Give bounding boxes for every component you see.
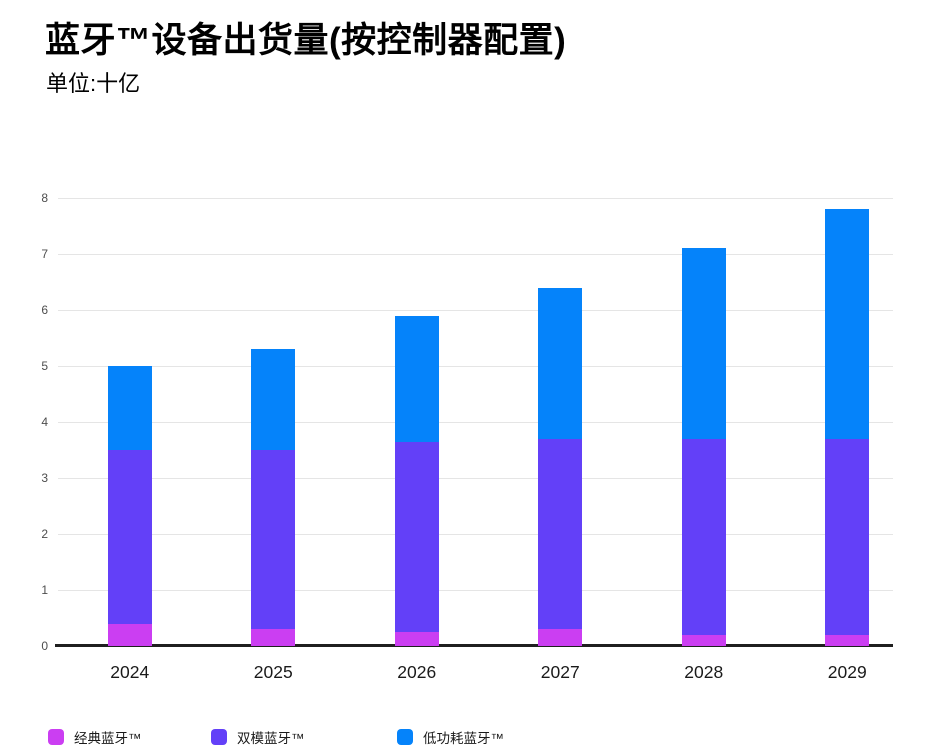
x-axis-tick-label: 2026 [397,662,437,682]
bar-2029 [825,209,870,646]
y-axis-tick-label: 4 [41,415,48,429]
chart-unit-label: 单位:十亿 [46,71,141,96]
chart-legend: 经典蓝牙™ 双模蓝牙™ 低功耗蓝牙™ [0,728,947,748]
bar-segment-2028[interactable] [681,438,726,635]
bar-segment-2026[interactable] [394,315,439,442]
legend-item-2[interactable]: 双模蓝牙™ [211,728,305,746]
bar-segment-2024[interactable] [107,366,152,451]
legend-swatch-icon [211,729,227,745]
bar-segment-2029[interactable] [825,438,870,635]
bar-2028 [681,248,726,646]
legend-item-1[interactable]: 经典蓝牙™ [48,728,142,746]
gridline-y4 [58,421,893,423]
legend-label: 低功耗蓝牙™ [423,731,504,746]
legend-label: 双模蓝牙™ [237,731,305,746]
page-title: 蓝牙™设备出货量(按控制器配置) [45,21,567,60]
bar-segment-2024[interactable] [107,450,152,624]
gridline-y8 [58,197,893,199]
gridline-y5 [58,365,893,367]
bar-segment-2027[interactable] [538,629,583,646]
y-axis-tick-label: 1 [41,583,48,597]
legend-item-3[interactable]: 低功耗蓝牙™ [397,728,504,746]
x-axis-line [55,644,893,647]
bar-segment-2027[interactable] [538,438,583,630]
x-axis-tick-label: 2029 [827,662,867,682]
y-axis-tick-label: 5 [41,359,48,373]
y-axis-tick-label: 3 [41,471,48,485]
gridline-y2 [58,533,893,535]
bar-segment-2025[interactable] [251,629,296,646]
y-axis-tick-label: 2 [41,527,48,541]
legend-label: 经典蓝牙™ [74,731,142,746]
bar-segment-2027[interactable] [538,287,583,439]
bar-segment-2025[interactable] [251,349,296,450]
gridline-y6 [58,309,893,311]
y-axis-tick-label: 6 [41,303,48,317]
bar-segment-2029[interactable] [825,209,870,439]
legend-swatch-icon [48,729,64,745]
bar-segment-2026[interactable] [394,631,439,646]
bar-2026 [394,315,439,646]
y-axis-tick-label: 8 [41,191,48,205]
bar-segment-2026[interactable] [394,441,439,632]
gridline-y1 [58,589,893,591]
legend-swatch-icon [397,729,413,745]
gridline-y3 [58,477,893,479]
bar-segment-2028[interactable] [681,248,726,439]
bar-2027 [538,287,583,646]
y-axis-tick-label: 0 [41,639,48,653]
bar-2025 [251,349,296,646]
x-axis-tick-label: 2024 [110,662,150,682]
bar-segment-2029[interactable] [825,634,870,646]
bar-2024 [107,366,152,646]
gridline-y7 [58,253,893,255]
bar-segment-2028[interactable] [681,634,726,646]
x-axis-tick-label: 2028 [684,662,724,682]
x-axis-tick-label: 2025 [253,662,293,682]
y-axis-tick-label: 7 [41,247,48,261]
bar-segment-2025[interactable] [251,450,296,630]
bar-segment-2024[interactable] [107,623,152,646]
x-axis-tick-label: 2027 [540,662,580,682]
